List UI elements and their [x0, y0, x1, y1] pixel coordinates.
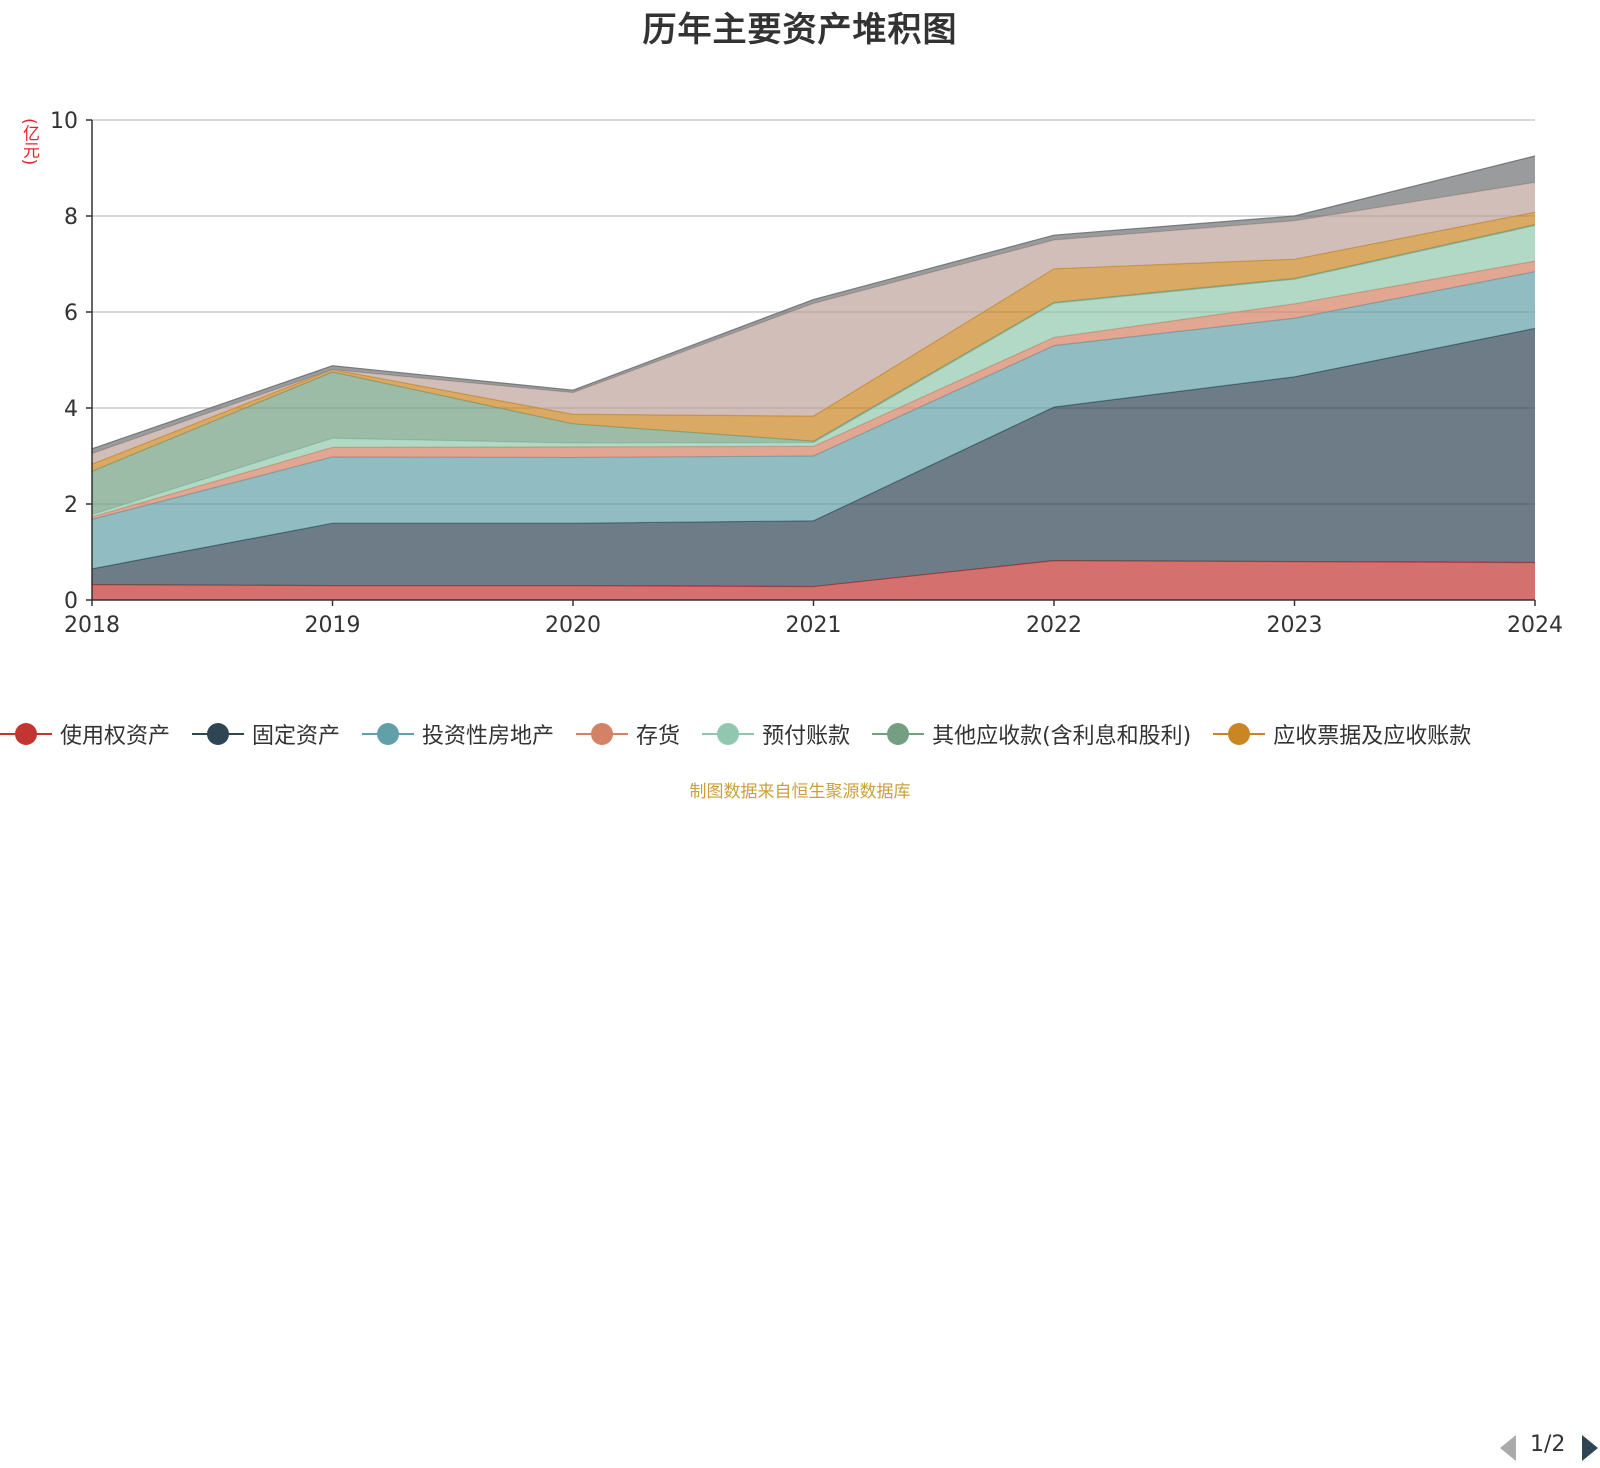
y-axis-unit-label: (亿元) [19, 118, 39, 166]
legend-label: 应收票据及应收账款 [1273, 724, 1472, 749]
area-series-3[interactable] [92, 271, 1535, 569]
legend-item[interactable]: 固定资产 [192, 714, 340, 754]
legend-marker-icon [1213, 721, 1266, 747]
area-series-1[interactable] [92, 560, 1535, 600]
area-series-8[interactable] [92, 182, 1535, 465]
legend-item[interactable]: 使用权资产 [0, 714, 170, 754]
legend-label: 预付账款 [762, 724, 851, 749]
x-tick-label: 2023 [1267, 613, 1323, 638]
legend-item[interactable]: 预付账款 [702, 714, 850, 754]
area-series-9-edge [91, 155, 1536, 450]
y-tick-label: 2 [64, 493, 78, 518]
legend-next-page-icon[interactable] [1582, 1435, 1598, 1461]
area-series-group [91, 155, 1536, 600]
area-series-2[interactable] [92, 328, 1535, 587]
stacked-area-chart: 0 2 4 6 8 10 2018 2019 2020 2021 2022 2023 2024 [50, 109, 1563, 638]
legend-item[interactable]: 其他应收款(含利息和股利) [872, 714, 1191, 754]
legend-marker-icon [702, 721, 755, 747]
x-tick-label: 2024 [1507, 613, 1563, 638]
area-series-9[interactable] [92, 156, 1535, 454]
legend-label: 其他应收款(含利息和股利) [932, 724, 1192, 749]
legend-label: 使用权资产 [60, 724, 171, 749]
area-series-5[interactable] [92, 225, 1535, 517]
area-series-7[interactable] [92, 212, 1535, 472]
area-series-4[interactable] [92, 261, 1535, 520]
y-tick-label: 10 [50, 109, 78, 134]
y-tick-label: 4 [64, 397, 78, 422]
axes: 0 2 4 6 8 10 2018 2019 2020 2021 2022 2023 2024 [50, 109, 1563, 638]
y-tick-label: 0 [64, 589, 78, 614]
legend-items: 使用权资产 固定资产 投资性房地产 存货 预付账款 其他应收款(含利息和股利) 应收票据及应… [0, 714, 1484, 754]
chart-title: 历年主要资产堆积图 [642, 10, 958, 50]
y-tick-label: 8 [64, 205, 78, 230]
legend-label: 投资性房地产 [422, 724, 555, 749]
source-note: 制图数据来自恒生聚源数据库 [689, 782, 911, 802]
y-tick-label: 6 [64, 301, 78, 326]
x-tick-label: 2018 [64, 613, 120, 638]
legend-prev-page-icon[interactable] [1500, 1435, 1516, 1461]
legend-marker-icon [872, 721, 925, 747]
legend-marker-icon [0, 721, 52, 747]
legend: 使用权资产 固定资产 投资性房地产 存货 预付账款 其他应收款(含利息和股利) 应收票据及应… [0, 714, 1600, 1461]
legend-pager: 1/2 [1500, 1428, 1600, 1468]
x-tick-label: 2020 [545, 613, 601, 638]
x-tick-label: 2022 [1026, 613, 1082, 638]
legend-item[interactable]: 存货 [576, 714, 680, 754]
legend-item[interactable]: 投资性房地产 [362, 714, 554, 754]
x-tick-label: 2021 [786, 613, 842, 638]
legend-marker-icon [362, 721, 415, 747]
x-tick-label: 2019 [305, 613, 361, 638]
legend-item[interactable]: 应收票据及应收账款 [1213, 714, 1471, 754]
legend-marker-icon [576, 721, 629, 747]
legend-marker-icon [192, 721, 245, 747]
legend-page-indicator: 1/2 [1530, 1432, 1566, 1457]
legend-label: 固定资产 [252, 724, 341, 749]
legend-label: 存货 [636, 724, 681, 749]
